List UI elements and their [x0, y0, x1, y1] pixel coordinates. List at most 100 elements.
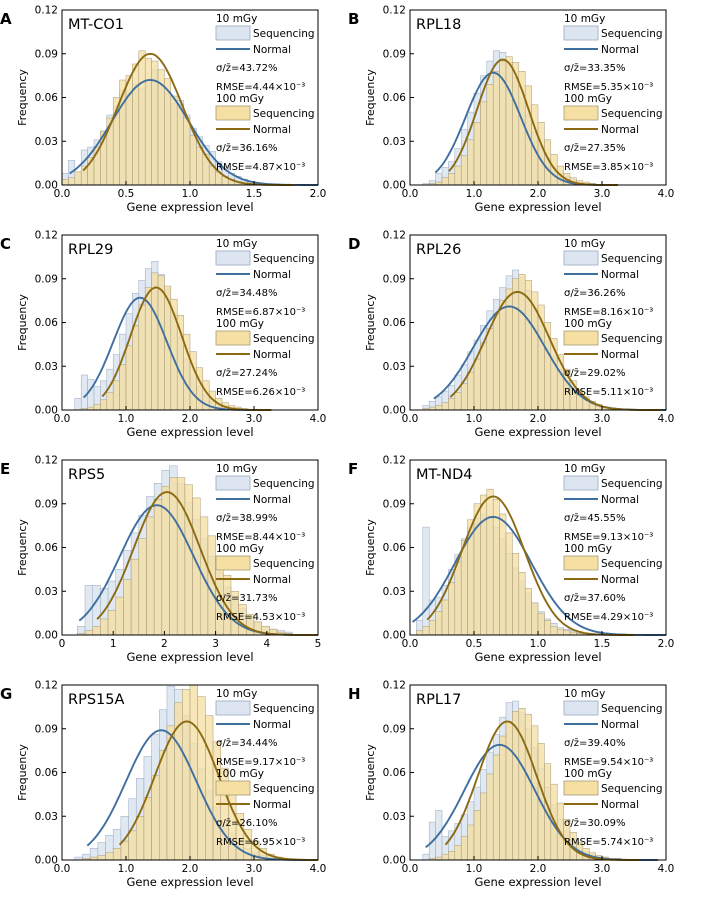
legend-cv: σ/z̄=43.72% [216, 63, 277, 74]
y-axis-title: Frequency [16, 744, 29, 801]
bar-100mgy [441, 853, 449, 861]
bar-100mgy [492, 754, 500, 861]
histogram-100mgy [80, 272, 248, 411]
bar-100mgy [120, 840, 129, 861]
x-tick-label: 0 [59, 638, 66, 650]
x-axis-title: Gene expression level [474, 875, 601, 889]
legend-rmse: RMSE=6.95×10⁻³ [216, 837, 305, 848]
legend-100mgy: 100 mGy Sequencing Normal σ/z̄=26.10% RMSE=6… [215, 768, 315, 848]
legend-10mgy: 10 mGy Sequencing Normal σ/z̄=43.72% RMSE=4.… [215, 13, 315, 93]
legend-normal-label: Normal [253, 574, 291, 586]
x-tick-label: 1.5 [246, 188, 263, 200]
legend-rmse: RMSE=9.13×10⁻³ [564, 532, 653, 543]
y-axis-title: Frequency [16, 519, 29, 576]
legend-10mgy: 10 mGy Sequencing Normal σ/z̄=33.35% RMSE=5.… [563, 13, 663, 93]
bar-100mgy [454, 392, 462, 411]
bar-100mgy [166, 725, 175, 861]
legend-sequencing-label: Sequencing [601, 558, 663, 570]
bar-100mgy [199, 516, 209, 636]
bar-100mgy [531, 602, 539, 636]
bar-100mgy [422, 626, 430, 636]
bar-100mgy [153, 499, 163, 636]
bar-100mgy [61, 178, 69, 186]
legend-cv: σ/z̄=34.48% [216, 288, 277, 299]
legend-normal-label: Normal [601, 719, 639, 731]
panel-letter: H [348, 685, 361, 703]
legend-swatch [215, 555, 251, 571]
legend-sequencing-label: Sequencing [601, 703, 663, 715]
legend-rmse: RMSE=8.44×10⁻³ [216, 532, 305, 543]
y-tick-label: 0.03 [35, 811, 58, 823]
y-tick-label: 0.06 [383, 92, 407, 104]
bar-100mgy [480, 101, 488, 186]
legend-rmse: RMSE=5.35×10⁻³ [564, 82, 653, 93]
y-axis-title: Frequency [16, 69, 29, 126]
bar-100mgy [169, 477, 178, 636]
gene-title: RPL18 [416, 17, 461, 33]
legend-swatch [563, 475, 599, 491]
bar-100mgy [105, 852, 114, 861]
bar-100mgy [448, 851, 456, 861]
bar-100mgy [550, 626, 558, 636]
y-tick-label: 0.12 [35, 5, 58, 17]
bar-100mgy [151, 272, 159, 411]
legend-swatch [563, 555, 599, 571]
bar-100mgy [100, 618, 109, 636]
legend-normal-label: Normal [253, 44, 291, 56]
x-tick-label: 3.0 [246, 413, 263, 425]
x-tick-label: 4.0 [310, 863, 327, 875]
legend-normal-label: Normal [253, 494, 291, 506]
bar-100mgy [499, 300, 507, 411]
bar-100mgy [125, 345, 133, 411]
legend-dose: 100 mGy [564, 768, 612, 780]
bar-100mgy [223, 574, 232, 636]
legend-swatch [215, 105, 251, 121]
y-tick-label: 0.09 [383, 273, 406, 285]
x-tick-label: 1.0 [182, 188, 199, 200]
bar-100mgy [135, 816, 145, 861]
bar-100mgy [428, 620, 436, 636]
bar-100mgy [486, 84, 494, 186]
histogram-100mgy [77, 477, 293, 636]
x-tick-label: 5 [315, 638, 322, 650]
bar-100mgy [524, 588, 532, 636]
legend-sequencing-label: Sequencing [253, 703, 315, 715]
bar-100mgy [106, 392, 114, 411]
legend-100mgy: 100 mGy Sequencing Normal σ/z̄=37.60% RMSE=4… [563, 543, 663, 623]
x-tick-label: 0.0 [402, 638, 419, 650]
bar-100mgy [119, 364, 127, 411]
bar-100mgy [448, 173, 456, 186]
bar-100mgy [492, 313, 500, 411]
legend-sequencing-label: Sequencing [601, 28, 663, 40]
y-tick-label: 0.09 [35, 48, 58, 60]
legend-rmse: RMSE=4.87×10⁻³ [216, 162, 305, 173]
legend-10mgy: 10 mGy Sequencing Normal σ/z̄=34.44% RMSE=9.… [215, 688, 315, 768]
x-tick-label: 1.0 [530, 638, 547, 650]
bar-100mgy [441, 599, 449, 636]
bar-100mgy [467, 139, 475, 186]
panel-E: E 0.00 0.03 0.06 0.09 0.12 0 1 2 3 4 5 Gene expressi… [0, 455, 321, 665]
legend-swatch [215, 25, 251, 41]
bar-100mgy [556, 628, 564, 636]
histogram-100mgy [422, 274, 622, 411]
bar-100mgy [182, 689, 191, 861]
panel-H: H 0.00 0.03 0.06 0.09 0.12 0.0 1.0 2.0 3.0 4.0 Gene… [348, 680, 674, 890]
panel-letter: F [348, 460, 358, 478]
legend-dose: 100 mGy [564, 93, 612, 105]
bar-100mgy [196, 367, 204, 411]
legend-rmse: RMSE=4.53×10⁻³ [216, 612, 305, 623]
legend-normal-label: Normal [601, 269, 639, 281]
y-tick-label: 0.03 [35, 361, 58, 373]
legend-sequencing-label: Sequencing [253, 478, 315, 490]
legend-dose: 10 mGy [216, 688, 257, 700]
y-tick-label: 0.00 [383, 405, 406, 417]
panel-F: F 0.00 0.03 0.06 0.09 0.12 0.0 0.5 1.0 1.5 2.0 Gene… [348, 455, 674, 665]
x-tick-label: 4.0 [658, 413, 675, 425]
y-tick-label: 0.00 [383, 180, 406, 192]
x-tick-label: 3 [212, 638, 219, 650]
histogram-100mgy [61, 50, 261, 186]
legend-swatch [563, 250, 599, 266]
bar-100mgy [473, 122, 481, 186]
gene-title: RPS15A [68, 692, 124, 708]
legend-dose: 10 mGy [216, 463, 257, 475]
